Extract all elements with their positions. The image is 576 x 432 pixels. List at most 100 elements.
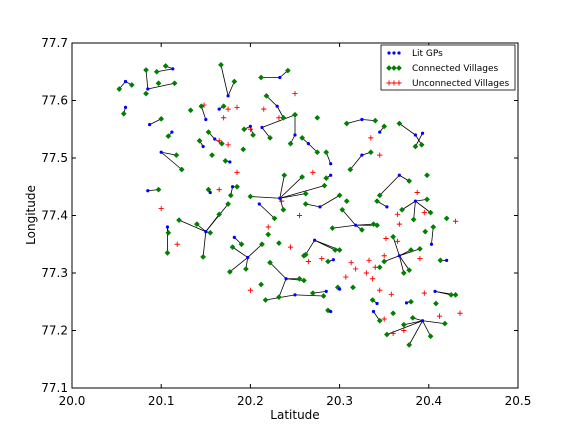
connected-village-point	[369, 297, 376, 303]
link-line	[392, 236, 400, 256]
connected-village-point	[396, 120, 403, 127]
connected-village-point	[296, 275, 303, 282]
connected-village-point	[227, 192, 234, 199]
link-line	[145, 69, 149, 90]
connected-village-point	[418, 141, 425, 148]
link-line	[161, 151, 177, 156]
legend-lit-marker	[397, 51, 401, 55]
connected-village-point	[323, 175, 330, 182]
unconnected-village-point	[287, 244, 294, 250]
unconnected-village-point	[310, 169, 316, 175]
link-line	[294, 294, 324, 297]
lit-gp-point	[375, 301, 379, 306]
lit-gp-point	[284, 277, 288, 281]
connected-village-point	[374, 222, 381, 229]
connected-village-point	[329, 225, 336, 232]
lit-gp-point	[278, 75, 282, 80]
connected-village-point	[383, 331, 390, 338]
connected-village-point	[302, 201, 309, 207]
connected-village-point	[200, 253, 207, 260]
connected-village-point	[339, 206, 346, 213]
lit-gp-point	[371, 309, 376, 314]
link-line	[413, 201, 416, 220]
connected-village-point	[209, 152, 215, 159]
connected-village-point	[350, 284, 356, 291]
unconnected-village-point	[292, 91, 298, 97]
lit-gp-point	[232, 235, 236, 239]
connected-village-point	[320, 293, 327, 299]
link-line	[332, 224, 356, 229]
connected-village-point	[314, 114, 321, 121]
link-line	[247, 243, 263, 258]
x-axis-label: Latitude	[270, 408, 319, 422]
link-line	[305, 240, 315, 255]
link-line	[422, 320, 445, 324]
link-line	[227, 81, 235, 97]
link-line	[269, 262, 287, 280]
connected-village-point	[280, 114, 287, 121]
lit-gp-point	[165, 225, 170, 229]
link-line	[384, 255, 400, 262]
link-line	[422, 320, 431, 337]
unconnected-village-point	[234, 104, 240, 110]
unconnected-village-point	[388, 291, 394, 297]
connected-village-point	[302, 190, 309, 197]
connected-village-point	[409, 314, 416, 321]
lit-gp-point	[329, 162, 333, 166]
lit-gp-point	[354, 223, 358, 227]
connected-village-point	[406, 178, 413, 184]
lit-gp-point	[257, 202, 261, 206]
connected-village-point	[284, 67, 291, 74]
lit-gp-point	[123, 105, 128, 109]
connected-village-point	[432, 300, 439, 307]
y-tick-label: 77.6	[41, 94, 68, 108]
lit-gp-point	[324, 289, 328, 293]
unconnected-village-point	[394, 211, 401, 217]
unconnected-village-point	[417, 256, 423, 262]
lit-gp-point	[275, 104, 279, 108]
lit-gp-point	[378, 130, 382, 134]
unconnected-village-point	[348, 260, 354, 266]
connected-village-point	[155, 186, 162, 193]
unconnected-village-point	[216, 138, 222, 144]
connected-village-point	[155, 80, 162, 87]
unconnected-village-point	[421, 290, 427, 296]
unconnected-village-point	[390, 330, 396, 336]
unconnected-village-point	[305, 258, 311, 265]
lit-gp-point	[397, 173, 401, 177]
connected-village-point	[262, 297, 269, 303]
connected-markers	[116, 61, 459, 348]
lit-gp-markers	[123, 67, 449, 323]
link-line	[403, 320, 423, 326]
connected-village-point	[263, 92, 270, 99]
connected-village-point	[218, 140, 225, 147]
unconnected-village-point	[421, 210, 427, 216]
connected-village-point	[173, 152, 180, 159]
connected-village-point	[241, 126, 248, 133]
connected-village-point	[143, 67, 149, 73]
connected-village-point	[222, 157, 229, 164]
connected-village-point	[321, 182, 328, 189]
unconnected-village-point	[225, 106, 231, 112]
connected-village-point	[347, 166, 354, 173]
connected-village-point	[162, 63, 169, 69]
link-line	[259, 203, 275, 219]
connected-village-point	[158, 115, 165, 122]
lit-gp-point	[329, 309, 333, 314]
connected-village-point	[422, 228, 429, 235]
unconnected-village-point	[265, 224, 271, 230]
connected-village-point	[400, 321, 407, 328]
unconnected-village-point	[383, 235, 389, 242]
connected-village-point	[205, 186, 212, 193]
connected-village-point	[424, 196, 430, 203]
legend-label: Lit GPs	[412, 49, 443, 59]
lit-gp-point	[404, 301, 409, 305]
lit-gp-point	[228, 160, 232, 164]
link-line	[178, 219, 206, 232]
connected-village-point	[258, 281, 265, 288]
connected-village-point	[275, 294, 282, 301]
unconnected-village-point	[353, 266, 359, 272]
link-line	[276, 106, 284, 118]
lit-gp-point	[213, 137, 217, 141]
lit-gp-point	[331, 258, 335, 262]
